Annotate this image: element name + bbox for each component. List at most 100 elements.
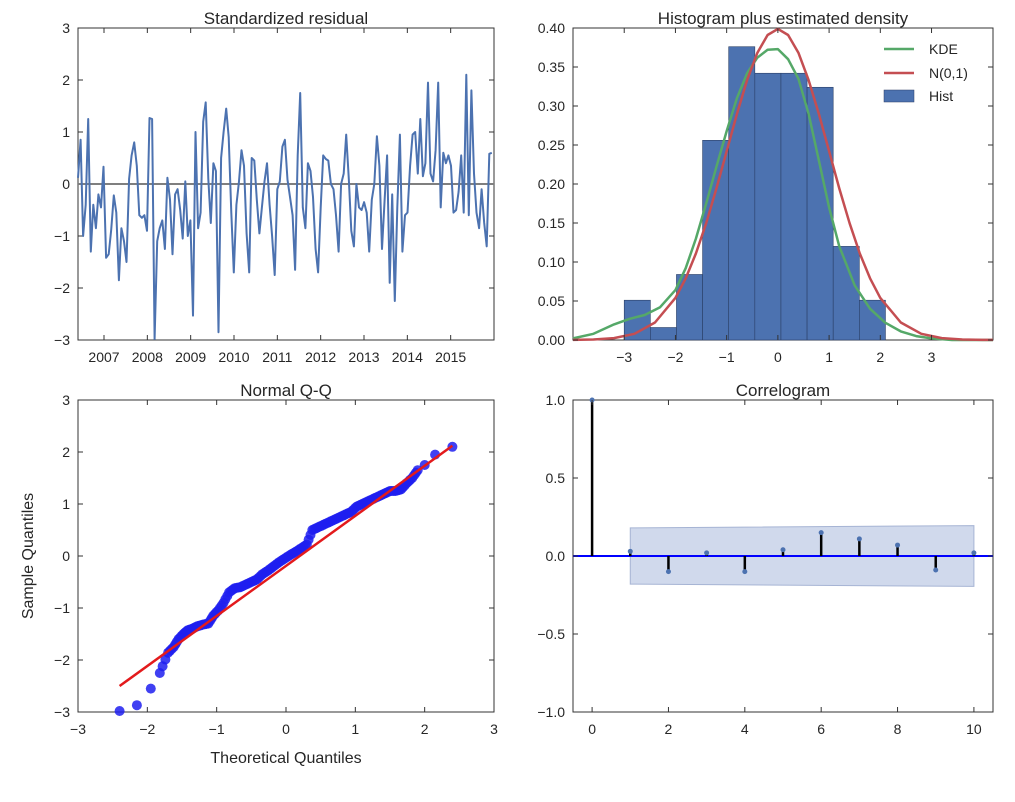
qq-x-axis-label: Theoretical Quantiles bbox=[210, 750, 361, 767]
residual-y-tick-label: −2 bbox=[54, 280, 70, 296]
density-lines bbox=[572, 27, 993, 342]
residual-x-tick-label: 2014 bbox=[392, 349, 423, 365]
qq-x-tick-label: −2 bbox=[139, 721, 155, 737]
correlogram-y-tick-label: 0.5 bbox=[546, 470, 566, 486]
correlogram-title: Correlogram bbox=[736, 381, 830, 400]
histogram-y-tick-label: 0.05 bbox=[538, 293, 565, 309]
qq-y-tick-label: 2 bbox=[62, 444, 70, 460]
histogram-bar bbox=[754, 72, 782, 341]
qq-title: Normal Q-Q bbox=[240, 381, 332, 400]
histogram-bar bbox=[650, 327, 677, 341]
correlogram-marker bbox=[971, 550, 977, 556]
histogram-bar bbox=[780, 72, 808, 341]
correlogram-stems bbox=[589, 397, 977, 575]
legend-hist-swatch bbox=[883, 89, 915, 103]
histogram-x-tick-label: 1 bbox=[825, 349, 833, 365]
panel-normal-qq: Normal Q-Q −3 −2 −1 0 1 2 3 −3 −2 −1 0 1 2 3 Theoreti… bbox=[20, 381, 498, 767]
correlogram-x-tick-label: 4 bbox=[741, 721, 749, 737]
residual-x-tick-label: 2010 bbox=[218, 349, 249, 365]
correlogram-marker bbox=[665, 569, 671, 575]
correlogram-x-tick-label: 6 bbox=[817, 721, 825, 737]
histogram-legend: KDE N(0,1) Hist bbox=[883, 41, 968, 104]
qq-y-tick-label: −3 bbox=[54, 704, 70, 720]
residual-axis-ticks: 2007 2008 2009 2010 2011 2012 2013 2014 2015−3−2… bbox=[54, 20, 494, 365]
correlogram-y-tick-label: −0.5 bbox=[537, 626, 565, 642]
kde-curve bbox=[572, 47, 993, 342]
histogram-bar bbox=[728, 46, 756, 341]
histogram-bar bbox=[832, 246, 860, 341]
qq-point bbox=[131, 700, 142, 711]
histogram-bar bbox=[676, 274, 703, 341]
qq-x-tick-label: 1 bbox=[351, 721, 359, 737]
residual-x-tick-label: 2009 bbox=[175, 349, 206, 365]
histogram-x-tick-label: 3 bbox=[928, 349, 936, 365]
residual-x-tick-label: 2013 bbox=[348, 349, 379, 365]
panel-histogram-density: Histogram plus estimated density −3 −2 −1 0… bbox=[538, 9, 994, 365]
correlogram-marker bbox=[933, 567, 939, 573]
residual-x-tick-label: 2012 bbox=[305, 349, 336, 365]
qq-y-tick-label: 0 bbox=[62, 548, 70, 564]
residual-y-tick-label: 3 bbox=[62, 20, 70, 36]
correlogram-marker bbox=[856, 536, 862, 542]
histogram-x-tick-label: 2 bbox=[876, 349, 884, 365]
qq-x-tick-label: 2 bbox=[421, 721, 429, 737]
correlogram-y-tick-label: 1.0 bbox=[546, 392, 566, 408]
residual-y-tick-label: −3 bbox=[54, 332, 70, 348]
correlogram-x-tick-label: 0 bbox=[588, 721, 596, 737]
legend-hist-label: Hist bbox=[929, 88, 953, 104]
correlogram-y-tick-label: 0.0 bbox=[546, 548, 566, 564]
correlogram-marker bbox=[780, 547, 786, 553]
qq-point bbox=[145, 683, 156, 694]
histogram-y-tick-label: 0.25 bbox=[538, 137, 565, 153]
qq-x-tick-label: −3 bbox=[70, 721, 86, 737]
correlogram-axis-ticks: 0 2 4 6 8 10 −1.0 −0.5 0.0 0.5 1.0 bbox=[537, 392, 993, 737]
residual-y-tick-label: −1 bbox=[54, 228, 70, 244]
histogram-y-tick-label: 0.10 bbox=[538, 254, 565, 270]
residual-x-tick-label: 2015 bbox=[435, 349, 466, 365]
histogram-y-tick-label: 0.35 bbox=[538, 59, 565, 75]
residual-x-tick-label: 2011 bbox=[262, 349, 292, 365]
histogram-x-tick-label: −1 bbox=[719, 349, 735, 365]
residual-y-tick-label: 0 bbox=[62, 176, 70, 192]
panel-standardized-residual: Standardized residual 2007 2008 2009 2010 20… bbox=[54, 9, 495, 365]
histogram-x-tick-label: 0 bbox=[774, 349, 782, 365]
residual-title: Standardized residual bbox=[204, 9, 368, 28]
residual-x-tick-label: 2007 bbox=[88, 349, 119, 365]
qq-y-tick-label: −2 bbox=[54, 652, 70, 668]
qq-axis-ticks: −3 −2 −1 0 1 2 3 −3 −2 −1 0 1 2 3 bbox=[54, 392, 498, 737]
qq-reference-line bbox=[118, 444, 454, 688]
residual-series-line bbox=[77, 73, 493, 340]
histogram-y-tick-label: 0.40 bbox=[538, 20, 565, 36]
qq-y-axis-label: Sample Quantiles bbox=[20, 493, 37, 619]
qq-x-tick-label: −1 bbox=[209, 721, 225, 737]
histogram-x-tick-label: −3 bbox=[616, 349, 632, 365]
qq-y-tick-label: −1 bbox=[54, 600, 70, 616]
legend-normal-label: N(0,1) bbox=[929, 65, 968, 81]
histogram-y-tick-label: 0.30 bbox=[538, 98, 565, 114]
histogram-axis-ticks: −3 −2 −1 0 1 2 3 0.00 0.05 0.10 0.15 0.20 0.25 0.30 0.… bbox=[538, 20, 993, 365]
histogram-y-tick-label: 0.00 bbox=[538, 332, 565, 348]
correlogram-marker bbox=[895, 542, 901, 548]
histogram-x-tick-label: −2 bbox=[667, 349, 683, 365]
histogram-title: Histogram plus estimated density bbox=[658, 9, 909, 28]
correlogram-x-tick-label: 10 bbox=[966, 721, 982, 737]
qq-y-tick-label: 3 bbox=[62, 392, 70, 408]
qq-y-tick-label: 1 bbox=[62, 496, 70, 512]
correlogram-x-tick-label: 2 bbox=[665, 721, 673, 737]
qq-x-tick-label: 0 bbox=[282, 721, 290, 737]
correlogram-marker bbox=[742, 569, 748, 575]
panel-correlogram: Correlogram 0 2 4 6 8 10 −1.0 −0.5 0.0 0.5 1.0 bbox=[537, 381, 994, 737]
residual-x-tick-label: 2008 bbox=[132, 349, 163, 365]
legend-kde-label: KDE bbox=[929, 41, 958, 57]
correlogram-x-tick-label: 8 bbox=[894, 721, 902, 737]
normal-curve bbox=[572, 27, 993, 342]
correlogram-y-tick-label: −1.0 bbox=[537, 704, 565, 720]
histogram-y-tick-label: 0.20 bbox=[538, 176, 565, 192]
qq-x-tick-label: 3 bbox=[490, 721, 498, 737]
residual-y-tick-label: 2 bbox=[62, 72, 70, 88]
residual-y-tick-label: 1 bbox=[62, 124, 70, 140]
correlogram-marker bbox=[704, 550, 710, 556]
histogram-y-tick-label: 0.15 bbox=[538, 215, 565, 231]
correlogram-marker bbox=[818, 530, 824, 536]
